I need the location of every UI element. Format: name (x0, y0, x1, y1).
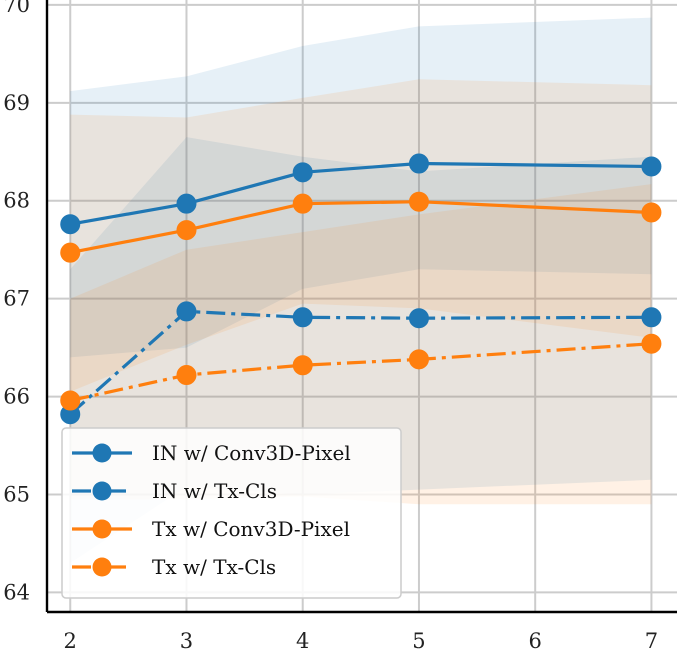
data-point (641, 156, 662, 177)
x-tick-label: 2 (64, 629, 77, 653)
data-point (60, 214, 81, 235)
data-point (408, 308, 429, 329)
legend-marker (92, 519, 112, 539)
y-tick-label: 69 (3, 91, 30, 115)
data-point (408, 191, 429, 212)
data-point (641, 307, 662, 328)
axes (45, 0, 677, 614)
data-point (292, 193, 313, 214)
confidence-band (70, 184, 652, 505)
confidence-band (70, 17, 652, 358)
legend-marker (92, 443, 112, 463)
data-point (176, 220, 197, 241)
data-point (408, 153, 429, 174)
x-tick-label: 3 (180, 629, 193, 653)
data-point (292, 355, 313, 376)
data-point (176, 193, 197, 214)
data-point (176, 301, 197, 322)
legend-label: IN w/ Tx-Cls (152, 479, 277, 503)
x-tick-label: 7 (645, 629, 658, 653)
x-tick-label: 4 (296, 629, 309, 653)
data-point (641, 333, 662, 354)
y-tick-label: 70 (3, 0, 30, 17)
legend-marker (92, 481, 112, 501)
data-point (60, 242, 81, 263)
legend-label: Tx w/ Tx-Cls (152, 555, 276, 579)
data-point (292, 162, 313, 183)
data-point (292, 307, 313, 328)
legend-box (61, 427, 402, 599)
legend: IN w/ Conv3D-Pixel IN w/ Tx-Cls Tx w/ Conv… (61, 427, 402, 599)
data-point (408, 349, 429, 370)
legend-label: Tx w/ Conv3D-Pixel (152, 517, 350, 541)
y-tick-label: 65 (3, 482, 30, 506)
data-point (176, 365, 197, 386)
legend-marker (92, 557, 112, 577)
x-tick-label: 6 (529, 629, 542, 653)
data-point (60, 390, 81, 411)
y-tick-label: 64 (3, 580, 30, 604)
legend-label: IN w/ Conv3D-Pixel (152, 441, 351, 465)
y-tick-label: 68 (3, 189, 30, 213)
data-point (641, 202, 662, 223)
y-tick-label: 66 (3, 385, 30, 409)
series-markers (60, 153, 662, 425)
y-tick-label: 67 (3, 287, 30, 311)
x-tick-label: 5 (412, 629, 425, 653)
